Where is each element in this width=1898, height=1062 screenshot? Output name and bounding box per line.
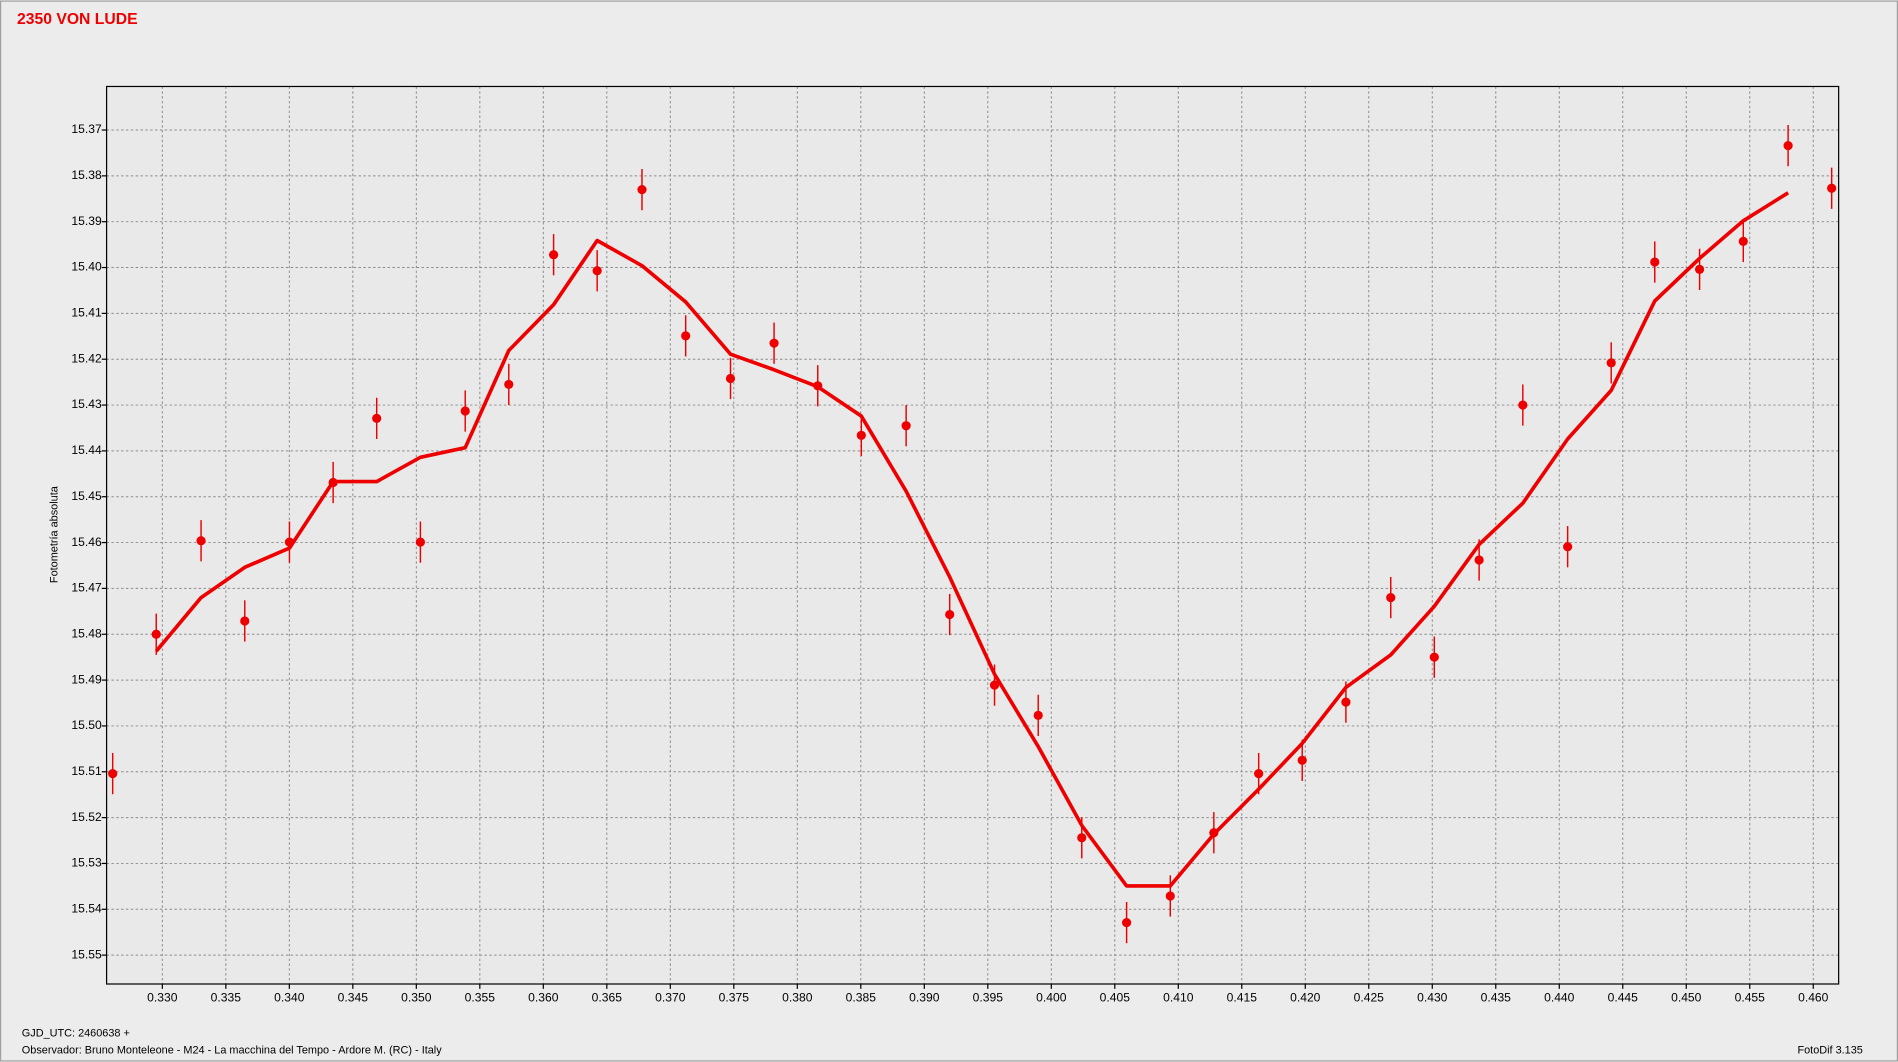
data-point [1033,710,1043,720]
x-tick-label: 0.425 [1354,991,1385,1005]
data-point [1606,358,1616,368]
data-point [637,185,647,195]
x-tick-label: 0.360 [528,991,559,1005]
x-tick-label: 0.345 [338,991,369,1005]
y-tick-label: 15.37 [71,122,102,136]
x-tick-label: 0.375 [719,991,750,1005]
data-point [1429,652,1439,662]
data-point [592,266,602,276]
data-point [549,250,559,260]
y-tick-label: 15.53 [71,856,102,870]
data-point [415,537,425,547]
x-tick-label: 0.370 [655,991,686,1005]
x-tick-label: 0.410 [1163,991,1194,1005]
data-point [1254,768,1264,779]
x-tick-label: 0.445 [1608,991,1639,1005]
marks [108,124,1837,944]
x-tick-label: 0.420 [1290,991,1321,1005]
y-tick-label: 15.46 [71,535,102,549]
x-tick-label: 0.400 [1036,991,1067,1005]
data-point [945,609,955,620]
fit-line [154,191,1790,888]
y-tick-label: 15.38 [71,168,102,182]
y-tick-label: 15.40 [71,260,102,274]
y-axis-label: Fotometría absoluta [48,485,60,583]
data-point [725,373,736,384]
x-tick-label: 0.385 [846,991,877,1005]
data-point [1694,264,1705,274]
data-point [328,477,338,488]
x-tick-label: 0.430 [1417,991,1448,1005]
x-tick-label: 0.415 [1227,991,1258,1005]
data-point [1738,236,1748,247]
x-tick-label: 0.460 [1798,991,1829,1005]
data-point [1783,141,1793,151]
data-point [1386,592,1396,603]
footer-date: GJD_UTC: 2460638 + [22,1028,130,1040]
x-tick-label: 0.395 [973,991,1004,1005]
x-tick-label: 0.365 [592,991,623,1005]
data-point [1341,697,1351,707]
y-tick-label: 15.51 [71,764,102,778]
data-point [1077,833,1087,843]
x-tick-label: 0.340 [274,991,305,1005]
x-tick-label: 0.440 [1544,991,1575,1005]
y-tick-label: 15.50 [71,718,102,732]
x-tick-label: 0.390 [909,991,940,1005]
y-tick-label: 15.54 [71,901,102,915]
x-tick-label: 0.350 [401,991,432,1005]
x-tick-label: 0.405 [1100,991,1131,1005]
data-point [1165,891,1175,901]
data-point [1474,555,1484,565]
data-point [151,629,161,639]
y-tick-label: 15.48 [71,626,102,640]
data-point [1121,917,1132,928]
data-point [989,680,1000,690]
x-tick-label: 0.355 [465,991,496,1005]
data-point [284,537,295,547]
y-tick-label: 15.42 [71,351,102,365]
x-tick-label: 0.455 [1735,991,1766,1005]
x-tick-label: 0.330 [147,991,178,1005]
y-tick-label: 15.49 [71,672,102,686]
data-point [460,406,470,416]
x-tick-label: 0.435 [1481,991,1512,1005]
y-tick-label: 15.41 [71,306,102,320]
data-point [901,421,911,431]
data-point [240,616,250,626]
y-tick-label: 15.47 [71,581,102,595]
data-point [108,768,118,779]
y-tick-label: 15.45 [71,489,102,503]
x-tick-label: 0.335 [211,991,242,1005]
data-point [1827,183,1837,193]
y-tick-label: 15.52 [71,810,102,824]
x-tick-label: 0.380 [782,991,813,1005]
data-point [1209,828,1219,838]
footer-version: FotoDif 3.135 [1797,1044,1862,1056]
y-tick-label: 15.43 [71,397,102,411]
data-point [1650,257,1660,267]
y-tick-label: 15.39 [71,214,102,228]
data-point [504,379,514,390]
footer-observer: Observador: Bruno Monteleone - M24 - La … [22,1044,442,1056]
data-point [372,413,382,423]
data-point [196,536,206,546]
data-point [1518,400,1528,410]
y-tick-label: 15.55 [71,947,102,961]
x-tick-label: 0.450 [1671,991,1702,1005]
data-point [1563,542,1573,552]
data-point [681,331,691,341]
data-point [1297,755,1307,765]
plot-border [105,85,1840,985]
chart-title: 2350 VON LUDE [17,11,138,28]
data-point [813,381,823,391]
grid: 0.330 0.335 0.340 0.345 0.350 0.355 0.360 0.365… [71,86,1839,1005]
data-point [769,338,779,348]
y-tick-label: 15.44 [71,443,102,457]
plot-area [106,86,1839,985]
data-point [856,430,866,440]
